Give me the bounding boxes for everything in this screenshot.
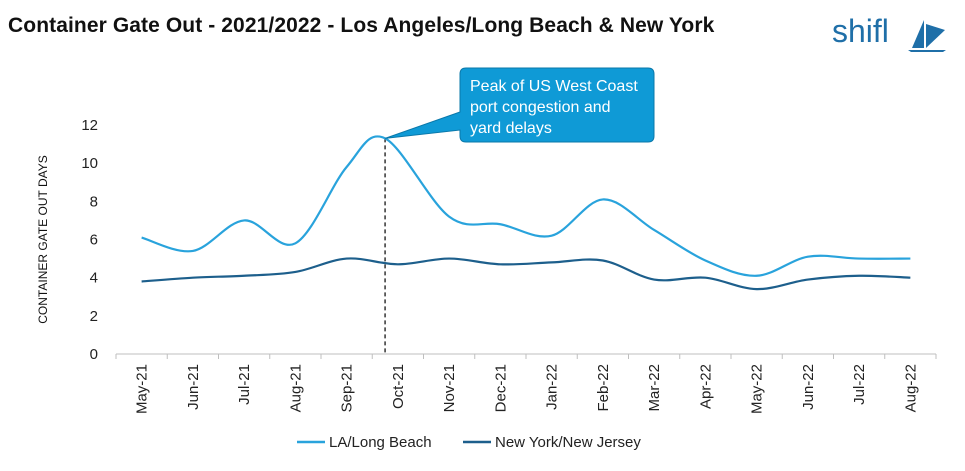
y-axis-label-group: CONTAINER GATE OUT DAYS <box>36 155 50 323</box>
x-tick-label: Nov-21 <box>441 364 458 412</box>
x-tick-label: Aug-21 <box>287 364 304 412</box>
y-tick-label: 8 <box>90 193 98 210</box>
callout-text-line: Peak of US West Coast <box>470 78 638 95</box>
legend-label: New York/New Jersey <box>495 434 641 451</box>
y-tick-label: 12 <box>81 117 98 134</box>
x-tick-label: May-22 <box>749 364 766 414</box>
y-tick-label: 4 <box>90 270 98 287</box>
x-tick-label: Oct-21 <box>390 364 407 409</box>
callout-text-line: port congestion and <box>470 99 611 116</box>
legend-label: LA/Long Beach <box>329 434 432 451</box>
callout-text-line: yard delays <box>470 120 552 137</box>
x-tick-label: Apr-22 <box>697 364 714 409</box>
x-axis-group <box>115 353 937 359</box>
x-tick-label: Feb-22 <box>595 364 612 412</box>
x-tick-label: Jan-22 <box>544 364 561 410</box>
y-tick-label: 10 <box>81 155 98 172</box>
x-tick-label: Jun-21 <box>185 364 202 410</box>
series-line-new-york-new-jersey <box>141 257 911 291</box>
chart-title: Container Gate Out - 2021/2022 - Los Ang… <box>8 14 715 37</box>
annotation-group: Peak of US West Coast port congestion and… <box>384 67 655 143</box>
legend-group: LA/Long Beach New York/New Jersey <box>297 434 641 451</box>
x-tick-label: Mar-22 <box>646 364 663 412</box>
series-line-la-long-beach <box>141 135 911 277</box>
x-tick-label: Jun-22 <box>800 364 817 410</box>
x-tick-label: Jul-21 <box>236 364 253 405</box>
x-tick-label: Aug-22 <box>902 364 919 412</box>
x-tick-group: May-21 Jun-21 Jul-21 Aug-21 Sep-21 Oct-21 Nov-… <box>134 364 920 414</box>
x-tick-label: May-21 <box>134 364 151 414</box>
y-tick-label: 0 <box>90 346 98 363</box>
logo-text: shifl <box>832 13 889 49</box>
x-tick-label: Jul-22 <box>851 364 868 405</box>
sail-icon-2 <box>926 24 945 48</box>
series-group <box>141 135 911 291</box>
y-tick-label: 2 <box>90 308 98 325</box>
y-tick-label: 6 <box>90 232 98 249</box>
shifl-logo: shifl <box>832 13 946 52</box>
y-tick-group: 0 2 4 6 8 10 12 <box>81 117 98 363</box>
callout-box <box>384 67 655 143</box>
y-axis-label: CONTAINER GATE OUT DAYS <box>36 155 50 323</box>
x-tick-label: Dec-21 <box>492 364 509 412</box>
x-tick-label: Sep-21 <box>339 364 356 412</box>
sail-icon <box>912 20 924 48</box>
hull-icon <box>908 50 946 52</box>
